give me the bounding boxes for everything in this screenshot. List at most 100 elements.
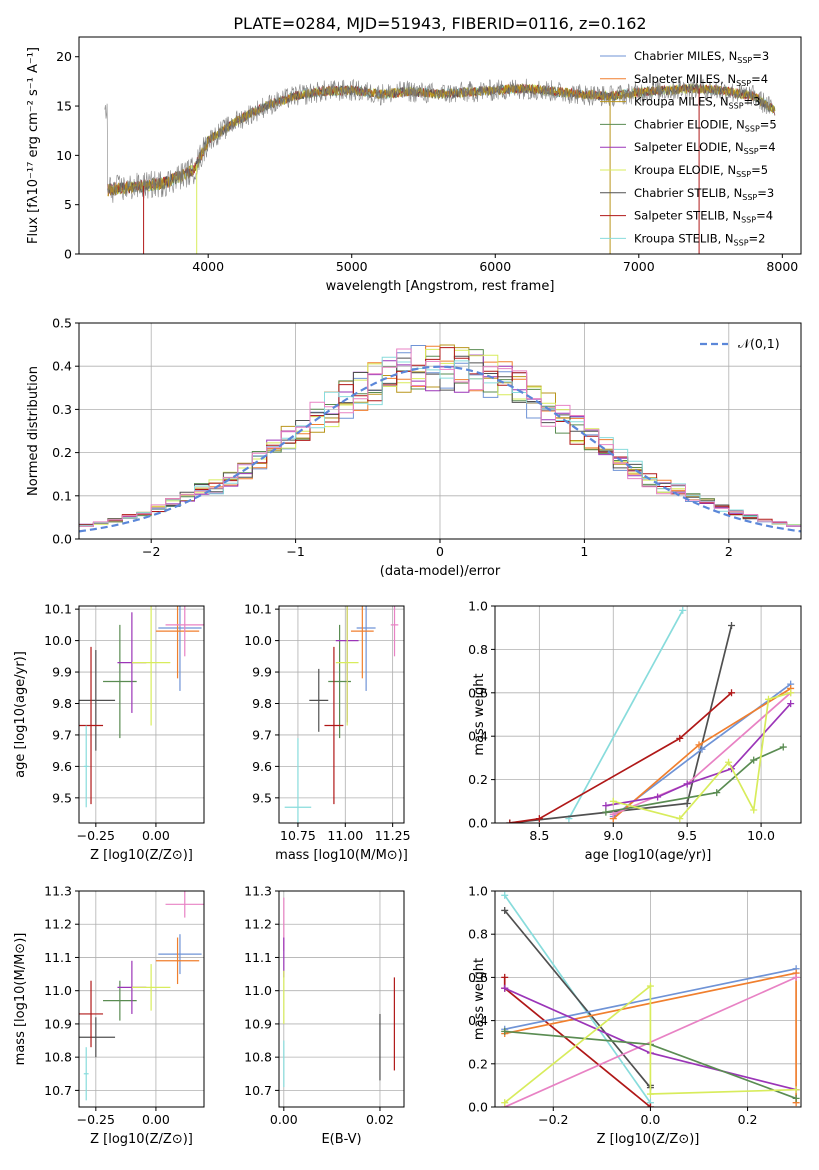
y-tick-label: 9.8 bbox=[252, 696, 272, 711]
histogram-group bbox=[79, 344, 801, 533]
legend-entry: Salpeter STELIB, NSSP=4 bbox=[634, 209, 773, 225]
y-tick-label: 9.8 bbox=[52, 696, 72, 711]
series-marker bbox=[676, 815, 684, 823]
y-axis-label: mass weight bbox=[472, 958, 487, 1040]
x-tick-label: 11.25 bbox=[375, 828, 411, 843]
y-tick-label: 10.1 bbox=[44, 602, 72, 617]
series-marker bbox=[713, 789, 721, 797]
y-axis-label: Flux [fλ10⁻¹⁷ erg cm⁻² s⁻¹ A⁻¹] bbox=[26, 47, 41, 244]
y-tick-label: 0.2 bbox=[52, 445, 72, 460]
series-marker bbox=[792, 973, 800, 981]
series-marker bbox=[501, 984, 509, 992]
line-group bbox=[506, 606, 795, 823]
y-tick-label: 0.4 bbox=[468, 729, 488, 744]
series-marker bbox=[725, 758, 733, 766]
y-tick-label: 0 bbox=[64, 247, 72, 262]
y-tick-label: 0.6 bbox=[468, 970, 488, 985]
series-marker bbox=[787, 689, 795, 697]
x-tick-label: 5000 bbox=[336, 259, 368, 274]
axes-frame bbox=[78, 322, 802, 540]
y-tick-label: 10.9 bbox=[244, 1016, 272, 1031]
y-tick-label: 10.8 bbox=[44, 1050, 72, 1065]
y-tick-label: 15 bbox=[56, 99, 72, 114]
series-marker bbox=[654, 793, 662, 801]
axes-frame bbox=[78, 605, 205, 824]
axes-frame bbox=[78, 36, 802, 255]
y-tick-label: 0.3 bbox=[52, 402, 72, 417]
normal-curve bbox=[79, 365, 801, 533]
y-tick-label: 20 bbox=[56, 49, 72, 64]
x-axis-label: E(B-V) bbox=[321, 1132, 361, 1147]
legend-entry: Chabrier MILES, NSSP=3 bbox=[634, 49, 769, 65]
y-tick-label: 9.9 bbox=[52, 665, 72, 680]
series-line bbox=[509, 692, 733, 823]
y-tick-label: 11.1 bbox=[44, 950, 72, 965]
y-tick-label: 0.2 bbox=[468, 772, 488, 787]
axes-frame bbox=[494, 890, 802, 1108]
y-tick-label: 9.5 bbox=[252, 790, 272, 805]
y-tick-label: 11.2 bbox=[244, 917, 272, 932]
y-tick-label: 11.2 bbox=[44, 917, 72, 932]
x-tick-label: 2 bbox=[725, 544, 733, 559]
series-marker bbox=[535, 815, 543, 823]
series-marker bbox=[683, 780, 691, 788]
x-axis-label: age [log10(age/yr)] bbox=[585, 848, 712, 863]
y-tick-label: 11.1 bbox=[244, 950, 272, 965]
y-tick-label: 10.8 bbox=[244, 1050, 272, 1065]
legend-entry: 𝒩(0,1) bbox=[738, 336, 780, 351]
y-axis-label: mass weight bbox=[472, 673, 487, 755]
x-tick-label: 6000 bbox=[479, 259, 511, 274]
figure-title: PLATE=0284, MJD=51943, FIBERID=0116, z=0… bbox=[233, 14, 646, 33]
legend-entry: Kroupa ELODIE, NSSP=5 bbox=[634, 163, 768, 179]
series-marker bbox=[683, 799, 691, 807]
series-line bbox=[504, 984, 797, 1104]
x-tick-label: −2 bbox=[142, 544, 160, 559]
y-tick-label: 1.0 bbox=[468, 884, 488, 899]
series-marker bbox=[787, 700, 795, 708]
series-marker bbox=[728, 622, 736, 630]
y-tick-label: 9.9 bbox=[252, 665, 272, 680]
y-tick-label: 0.0 bbox=[468, 1100, 488, 1115]
series-marker bbox=[676, 734, 684, 742]
series-marker bbox=[792, 1086, 800, 1094]
series-marker bbox=[602, 808, 610, 816]
y-tick-label: 11.3 bbox=[44, 884, 72, 899]
spectrum-line bbox=[104, 77, 776, 203]
y-axis-label: age [log10(age/yr)] bbox=[13, 651, 28, 778]
y-tick-label: 9.7 bbox=[252, 727, 272, 742]
x-tick-label: 8.5 bbox=[529, 828, 549, 843]
legend-entry: Chabrier ELODIE, NSSP=5 bbox=[634, 117, 777, 133]
series-marker bbox=[501, 891, 509, 899]
series-marker bbox=[609, 797, 617, 805]
x-axis-label: (data-model)/error bbox=[380, 564, 501, 579]
x-axis-label: Z [log10(Z/Z⊙)] bbox=[90, 848, 193, 863]
line-group bbox=[501, 891, 800, 1107]
series-marker bbox=[609, 810, 617, 818]
y-axis-label: mass [log10(M/M⊙)] bbox=[13, 933, 28, 1066]
legend-entry: Salpeter MILES, NSSP=4 bbox=[634, 72, 768, 88]
series-marker bbox=[501, 973, 509, 981]
x-tick-label: 0.00 bbox=[142, 828, 170, 843]
x-axis-label: Z [log10(Z/Z⊙)] bbox=[597, 1132, 700, 1147]
errorbar-group bbox=[284, 606, 399, 823]
y-tick-label: 9.7 bbox=[52, 727, 72, 742]
y-tick-label: 0.0 bbox=[52, 532, 72, 547]
y-tick-label: 0.8 bbox=[468, 642, 488, 657]
series-marker bbox=[750, 806, 758, 814]
series-marker bbox=[679, 606, 687, 614]
x-tick-label: 10.75 bbox=[280, 828, 316, 843]
y-tick-label: 0.5 bbox=[52, 316, 72, 331]
legend-entry: Kroupa STELIB, NSSP=2 bbox=[634, 231, 765, 247]
x-tick-label: −0.2 bbox=[538, 1112, 568, 1127]
x-tick-label: −0.25 bbox=[77, 828, 115, 843]
series-marker bbox=[698, 745, 706, 753]
y-tick-label: 11.3 bbox=[244, 884, 272, 899]
x-tick-label: 8000 bbox=[766, 259, 798, 274]
y-tick-label: 10.9 bbox=[44, 1016, 72, 1031]
x-tick-label: −1 bbox=[286, 544, 304, 559]
y-tick-label: 10.0 bbox=[244, 633, 272, 648]
axes-frame bbox=[78, 890, 205, 1108]
y-tick-label: 10.0 bbox=[44, 633, 72, 648]
